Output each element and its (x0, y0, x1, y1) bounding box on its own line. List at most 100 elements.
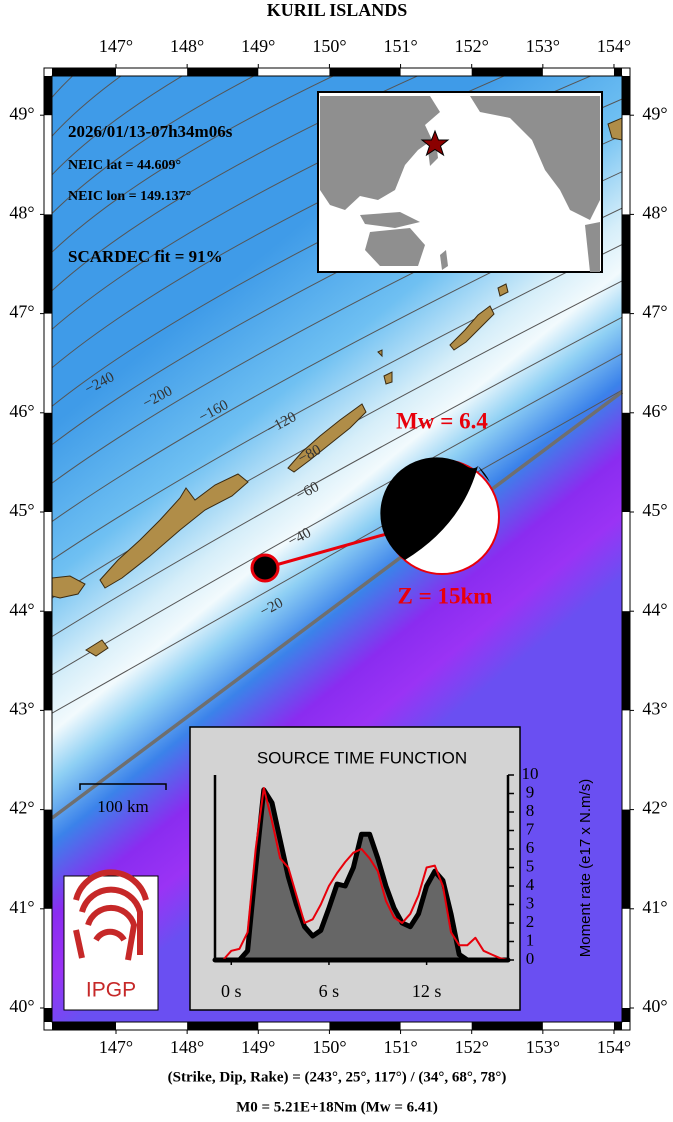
island (383, 371, 393, 385)
y-tick-label: 4 (526, 875, 535, 894)
lat-label: 40° (642, 996, 667, 1016)
inset-map (317, 91, 603, 273)
magnitude: Mw = 6.4 (396, 408, 488, 433)
lon-label: 147° (99, 1037, 133, 1057)
continents (320, 96, 600, 272)
event-lat: NEIC lat = 44.609° (68, 158, 181, 173)
stf-panel: SOURCE TIME FUNCTION Moment rate (e17 x … (189, 726, 594, 1011)
lon-label: 152° (455, 1037, 489, 1057)
frame-bar (329, 1022, 401, 1030)
mechanism (250, 457, 500, 583)
contour (52, 280, 622, 599)
lat-label: 40° (9, 996, 34, 1016)
beach-ball-compression (380, 457, 478, 560)
lat-label: 49° (642, 103, 667, 123)
lat-label: 47° (642, 302, 667, 322)
frame-bar (44, 412, 52, 512)
frame-bar (44, 809, 52, 909)
lat-label: 45° (642, 500, 667, 520)
frame-bar (622, 1008, 630, 1022)
epicenter-star (420, 129, 450, 157)
logo-arc (93, 928, 127, 942)
stf-y-label: Moment rate (e17 x N.m/s) (577, 779, 594, 957)
x-tick-label: 6 s (319, 981, 340, 1001)
event-datetime: 2026/01/13-07h34m06s (68, 122, 233, 141)
frame-bar (471, 68, 543, 76)
mechanism-text: (Strike, Dip, Rake) = (243°, 25°, 117°) … (168, 1069, 507, 1085)
lon-label: 154° (597, 36, 631, 56)
lat-label: 47° (9, 302, 34, 322)
lat-label: 44° (9, 599, 34, 619)
lat-label: 48° (9, 203, 34, 223)
y-tick-label: 8 (526, 801, 535, 820)
stf-title: SOURCE TIME FUNCTION (257, 748, 467, 767)
lon-label: 153° (526, 36, 560, 56)
frame-bar (622, 76, 630, 116)
lat-label: 43° (642, 699, 667, 719)
frame-bar (44, 611, 52, 711)
frame-bar (613, 68, 622, 76)
frame-bar (44, 1008, 52, 1022)
contour (52, 76, 419, 292)
lon-label: 148° (170, 36, 204, 56)
logo-arc (73, 929, 85, 959)
island (607, 117, 622, 141)
frame-bar (187, 1022, 259, 1030)
y-tick-label: 1 (526, 930, 535, 949)
lat-label: 44° (642, 599, 667, 619)
lon-label: 150° (312, 36, 346, 56)
lat-label: 41° (9, 897, 34, 917)
island (377, 349, 383, 358)
logo-arc (85, 904, 138, 961)
logo-arcs (73, 869, 149, 961)
frame-bar (44, 76, 52, 116)
logo: IPGP (63, 869, 159, 1011)
frame-bar (329, 68, 401, 76)
x-tick-label: 12 s (412, 981, 442, 1001)
island (449, 305, 495, 351)
event-texts: 2026/01/13-07h34m06s NEIC lat = 44.609° … (68, 122, 492, 608)
land (52, 117, 622, 657)
contour (52, 76, 184, 176)
logo-arc (73, 869, 149, 901)
frame-bar (187, 68, 259, 76)
indonesia (360, 212, 420, 228)
contour (52, 76, 335, 253)
frame-bar (52, 1022, 116, 1030)
lon-label: 153° (526, 1037, 560, 1057)
frame-bar (622, 412, 630, 512)
y-tick-label: 6 (526, 838, 535, 857)
moment-text: M0 = 5.21E+18Nm (Mw = 6.41) (236, 1099, 438, 1115)
island (287, 403, 367, 473)
frame-bar (622, 809, 630, 909)
asia (320, 96, 440, 210)
australia (365, 228, 425, 266)
contour (52, 243, 622, 561)
frame-bar (471, 1022, 543, 1030)
lat-label: 45° (9, 500, 34, 520)
lon-label: 149° (241, 1037, 275, 1057)
lat-label: 48° (642, 203, 667, 223)
lon-label: 147° (99, 36, 133, 56)
frame-bar (622, 611, 630, 711)
stf-axes (213, 775, 510, 962)
island (497, 283, 509, 297)
lat-label: 49° (9, 103, 34, 123)
event-lon: NEIC lon = 149.137° (68, 189, 191, 204)
lon-label: 149° (241, 36, 275, 56)
lon-label: 152° (455, 36, 489, 56)
frame-bar (52, 68, 116, 76)
frame-bar (613, 1022, 622, 1030)
lon-label: 154° (597, 1037, 631, 1057)
lat-label: 43° (9, 699, 34, 719)
logo-arc (79, 886, 143, 955)
frame: 147°147°148°148°149°149°150°150°151°151°… (9, 36, 667, 1057)
y-tick-label: 3 (526, 893, 535, 912)
scale-bar: 100 km (79, 783, 167, 816)
lat-label: 42° (642, 798, 667, 818)
lon-label: 150° (312, 1037, 346, 1057)
lat-label: 41° (642, 897, 667, 917)
logo-text: IPGP (86, 979, 136, 1002)
island (52, 575, 86, 599)
